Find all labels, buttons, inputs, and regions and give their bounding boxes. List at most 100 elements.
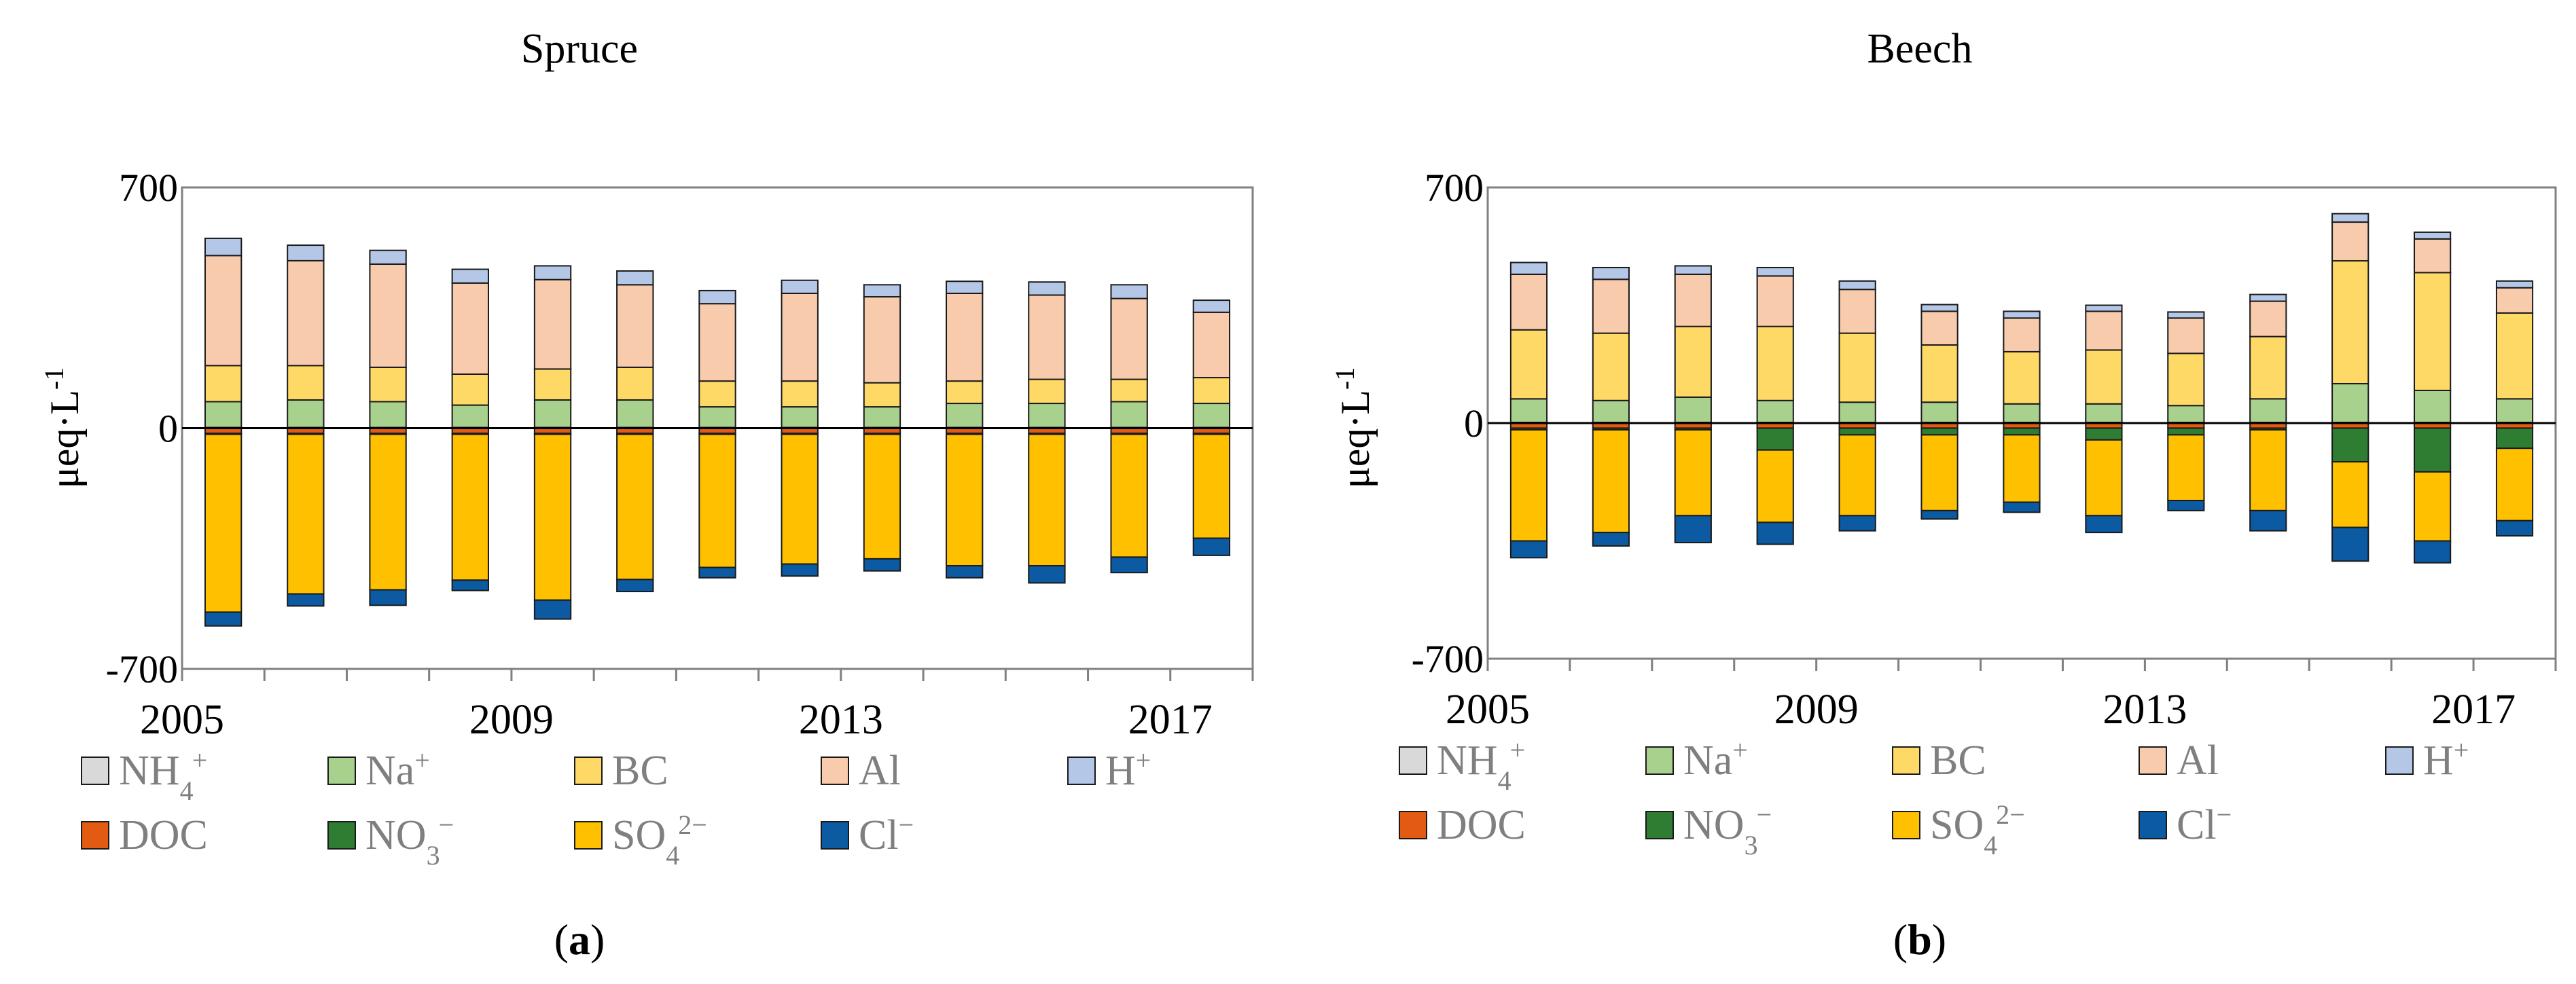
bar-segment-cl [2249, 509, 2287, 532]
bar-segment-al [204, 255, 243, 367]
bar-segment-so4 [204, 433, 243, 613]
legend-label-h: H+ [2423, 735, 2469, 784]
beech-panel: Beech 700 0 -700 μeq·L-1 2005 2009 2013 2017 NH4+… [1329, 26, 2557, 964]
bar-segment-na [1192, 403, 1231, 429]
bar-segment-so4 [1192, 433, 1231, 539]
bar-segment-bc [1756, 325, 1794, 401]
bar-segment-al [1838, 289, 1876, 334]
bar-segment-al [2414, 238, 2452, 274]
bar-segment-al [863, 296, 901, 384]
legend-label-al: Al [859, 748, 901, 794]
bar-segment-so4 [1756, 449, 1794, 524]
bar-segment-so4 [2414, 471, 2452, 542]
bar-segment-cl [2495, 520, 2534, 537]
bar-segment-al [1756, 275, 1794, 327]
legend-swatch-so4 [574, 821, 603, 850]
legend-label-na: Na+ [365, 745, 430, 795]
bar-segment-cl [1192, 537, 1231, 556]
bar-segment-cl [946, 565, 984, 579]
y-tick-label: -700 [1412, 637, 1484, 681]
legend-swatch-doc [1399, 811, 1427, 839]
y-tick-label: -700 [106, 647, 178, 691]
bar-segment-na [1509, 398, 1548, 424]
bar-segment-so4 [1509, 429, 1548, 542]
bar-segment-so4 [781, 433, 819, 565]
chart-title: Spruce [521, 26, 638, 72]
bar-segment-so4 [946, 433, 984, 567]
legend-swatch-h [2385, 746, 2414, 775]
legend-label-bc: BC [612, 748, 668, 794]
bar-segment-na [1838, 401, 1876, 424]
x-tick-label: 2009 [1774, 687, 1859, 733]
y-axis-label: μeq·L-1 [39, 367, 88, 489]
legend-swatch-doc [81, 821, 109, 850]
legend-swatch-no3 [1645, 811, 1674, 839]
bar-segment-cl [204, 611, 243, 627]
bar-segment-so4 [1110, 433, 1148, 558]
bar-segment-al [2003, 317, 2041, 352]
bar-segment-h [863, 284, 901, 298]
bar-segment-bc [287, 365, 325, 401]
bar-segment-no3 [2167, 427, 2205, 436]
legend-label-no3: NO3− [365, 809, 454, 871]
bar-segment-cl [369, 589, 407, 606]
bar-segment-bc [1838, 332, 1876, 403]
bar-segment-no3 [1838, 427, 1876, 436]
bar-segment-bc [533, 368, 572, 401]
bar-segment-cl [1110, 556, 1148, 574]
legend-label-h: H+ [1105, 745, 1151, 795]
bar-segment-al [2495, 287, 2534, 314]
bar-segment-h [1509, 261, 1548, 275]
bar-segment-h [2331, 213, 2369, 223]
bar-segment-h [1110, 284, 1148, 299]
bar-segment-so4 [2085, 439, 2123, 517]
bar-segment-so4 [2495, 448, 2534, 522]
legend-swatch-al [2139, 746, 2167, 775]
bar-segment-bc [2085, 349, 2123, 405]
bar-segment-so4 [616, 433, 654, 581]
bar-segment-bc [2167, 352, 2205, 407]
bar-segment-h [2085, 304, 2123, 312]
bar-segment-bc [204, 365, 243, 403]
bar-segment-cl [1756, 522, 1794, 545]
legend-label-cl: Cl− [859, 809, 914, 859]
bar-segment-na [2331, 383, 2369, 424]
y-tick-label: 700 [1425, 166, 1484, 210]
bar-segment-bc [451, 373, 489, 406]
bar-segment-no3 [2414, 427, 2452, 473]
bar-segment-cl [1592, 532, 1630, 547]
bar-segment-al [533, 278, 572, 370]
legend-swatch-nh4 [81, 757, 109, 785]
bar-segment-al [2167, 317, 2205, 354]
bar-segment-cl [2085, 515, 2123, 534]
bar-segment-na [369, 401, 407, 429]
x-tick-label: 2017 [1128, 697, 1213, 743]
bar-segment-h [1920, 304, 1958, 312]
bar-segment-so4 [1674, 429, 1712, 517]
bar-segment-h [1756, 266, 1794, 277]
bar-segment-na [451, 404, 489, 429]
bar-segment-al [2085, 310, 2123, 351]
bar-segment-h [451, 268, 489, 284]
bar-segment-bc [1592, 332, 1630, 401]
x-tick-label: 2013 [799, 697, 883, 743]
bar-segment-na [2495, 398, 2534, 424]
bar-segment-cl [1838, 515, 1876, 532]
bar-segment-so4 [1838, 434, 1876, 517]
legend-swatch-cl [821, 821, 849, 850]
legend-swatch-bc [1892, 746, 1920, 775]
bar-segment-so4 [1028, 433, 1066, 567]
legend-swatch-h [1067, 757, 1096, 785]
legend-swatch-no3 [327, 821, 356, 850]
bar-segment-na [2003, 403, 2041, 424]
bar-segment-bc [781, 380, 819, 408]
bar-segment-na [946, 403, 984, 429]
chart-title: Beech [1867, 26, 1973, 72]
y-tick-label: 700 [119, 166, 178, 210]
bar-segment-no3 [2003, 427, 2041, 436]
bar-segment-bc [2249, 335, 2287, 400]
bar-segment-na [2085, 403, 2123, 424]
legend-label-al: Al [2177, 737, 2219, 784]
bar-segment-al [1920, 310, 1958, 346]
